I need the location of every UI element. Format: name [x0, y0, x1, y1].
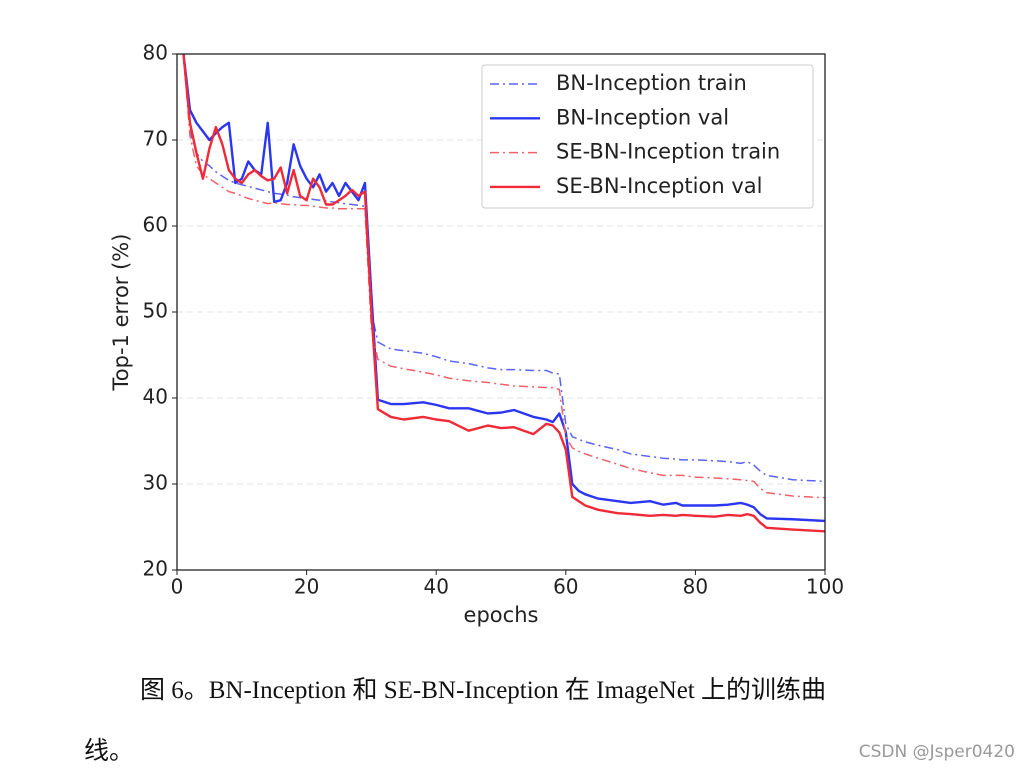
series-line	[182, 54, 825, 533]
y-tick-label: 80	[143, 41, 168, 65]
legend-label: BN-Inception val	[556, 105, 729, 129]
y-tick-label: 70	[143, 127, 168, 151]
series-line	[182, 54, 825, 523]
y-tick-label: 30	[143, 471, 168, 495]
y-tick-label: 20	[143, 557, 168, 581]
x-tick-label: 0	[171, 575, 184, 599]
watermark: CSDN @Jsper0420	[859, 742, 1015, 762]
caption-line: 线。	[84, 737, 134, 765]
x-tick-label: 100	[806, 575, 844, 599]
legend-box	[481, 64, 814, 209]
y-axis-label: Top-1 error (%)	[109, 234, 133, 392]
caption-line: 图 6。BN-Inception 和 SE-BN-Inception 在 Ima…	[140, 676, 826, 704]
y-tick-label: 40	[143, 385, 168, 409]
plot-lines	[182, 54, 825, 533]
series-line	[182, 54, 825, 499]
y-tick-label: 60	[143, 213, 168, 237]
legend-label: SE-BN-Inception train	[556, 140, 780, 164]
x-tick-label: 60	[553, 575, 578, 599]
legend-label: BN-Inception train	[556, 71, 747, 95]
x-axis-label: epochs	[464, 603, 539, 627]
legend-label: SE-BN-Inception val	[556, 174, 762, 198]
legend: BN-Inception train BN-Inception val SE-BN-…	[481, 64, 814, 209]
y-tick-label: 50	[143, 299, 168, 323]
x-tick-label: 20	[294, 575, 319, 599]
x-tick-label: 40	[423, 575, 448, 599]
x-tick-label: 80	[683, 575, 708, 599]
